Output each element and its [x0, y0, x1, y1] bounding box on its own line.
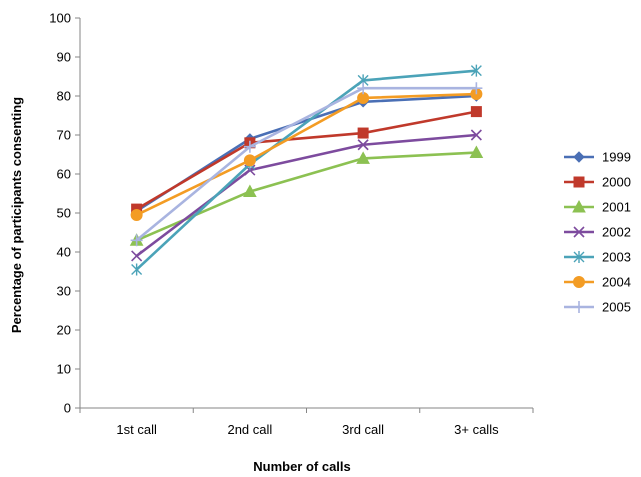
legend-item: 2000: [564, 175, 631, 190]
y-tick-label: 100: [49, 11, 71, 26]
legend-label: 2003: [602, 250, 631, 265]
axes: 0 10 20 30 40 50 60 70 80 90 100 1st call 2nd call 3r…: [49, 11, 534, 437]
legend-item: 2004: [564, 275, 631, 290]
legend-marker: [572, 199, 586, 213]
y-tick-label: 70: [57, 128, 71, 143]
legend-label: 1999: [602, 150, 631, 165]
data-point: [130, 234, 143, 247]
data-point: [357, 82, 370, 95]
x-axis-title: Number of calls: [253, 459, 351, 474]
y-tick-label: 30: [57, 284, 71, 299]
legend-item: 2002: [564, 225, 631, 240]
y-tick-label: 10: [57, 362, 71, 377]
x-tick-label: 2nd call: [227, 422, 272, 437]
legend-marker: [573, 301, 585, 313]
series-2001: [129, 145, 484, 246]
y-tick-label: 90: [57, 50, 71, 65]
data-point: [243, 184, 257, 198]
data-point: [243, 154, 256, 167]
y-tick-label: 0: [64, 401, 71, 416]
data-point: [130, 208, 143, 221]
series-line: [135, 86, 477, 242]
series-line: [136, 92, 477, 217]
legend-marker: [573, 251, 585, 263]
x-tick-label: 3rd call: [342, 422, 384, 437]
series-line: [135, 133, 477, 257]
legend-label: 2001: [602, 200, 631, 215]
data-point: [470, 106, 482, 118]
x-tick-label: 1st call: [116, 422, 157, 437]
series-2004: [130, 88, 483, 221]
data-point: [470, 129, 482, 141]
legend-item: 2001: [564, 200, 631, 215]
series-2002: [131, 129, 482, 262]
series-line: [135, 94, 477, 213]
data-point: [243, 140, 256, 153]
series-2005: [130, 82, 483, 247]
data-point: [470, 82, 483, 95]
data-point: [357, 127, 369, 139]
legend-marker: [573, 226, 585, 238]
data-point: [357, 139, 369, 151]
legend-item: 2005: [564, 300, 631, 315]
legend-label: 2005: [602, 300, 631, 315]
data-point: [356, 151, 370, 164]
y-axis-title: Percentage of participants consenting: [9, 97, 24, 333]
legend-marker: [573, 176, 585, 188]
series-line: [136, 151, 477, 242]
y-tick-label: 20: [57, 323, 71, 338]
legend-label: 2000: [602, 175, 631, 190]
y-tick-label: 40: [57, 245, 71, 260]
data-point: [131, 263, 143, 276]
data-point: [470, 64, 482, 77]
legend: 1999 2000 2001 2002 2003 2004 2005: [564, 150, 631, 315]
y-tick-label: 50: [57, 206, 71, 221]
series-line: [135, 110, 477, 211]
data-point: [469, 145, 484, 159]
series-1999: [130, 90, 483, 217]
y-tick-label: 80: [57, 89, 71, 104]
legend-marker: [573, 151, 585, 163]
legend-label: 2004: [602, 275, 631, 290]
legend-marker: [573, 276, 585, 288]
legend-item: 1999: [564, 150, 631, 165]
series-line: [135, 69, 477, 271]
series-layer: [129, 64, 484, 276]
legend-label: 2002: [602, 225, 631, 240]
data-point: [131, 250, 143, 262]
y-tick-label: 60: [57, 167, 71, 182]
x-tick-label: 3+ calls: [454, 422, 499, 437]
legend-item: 2003: [564, 250, 631, 265]
